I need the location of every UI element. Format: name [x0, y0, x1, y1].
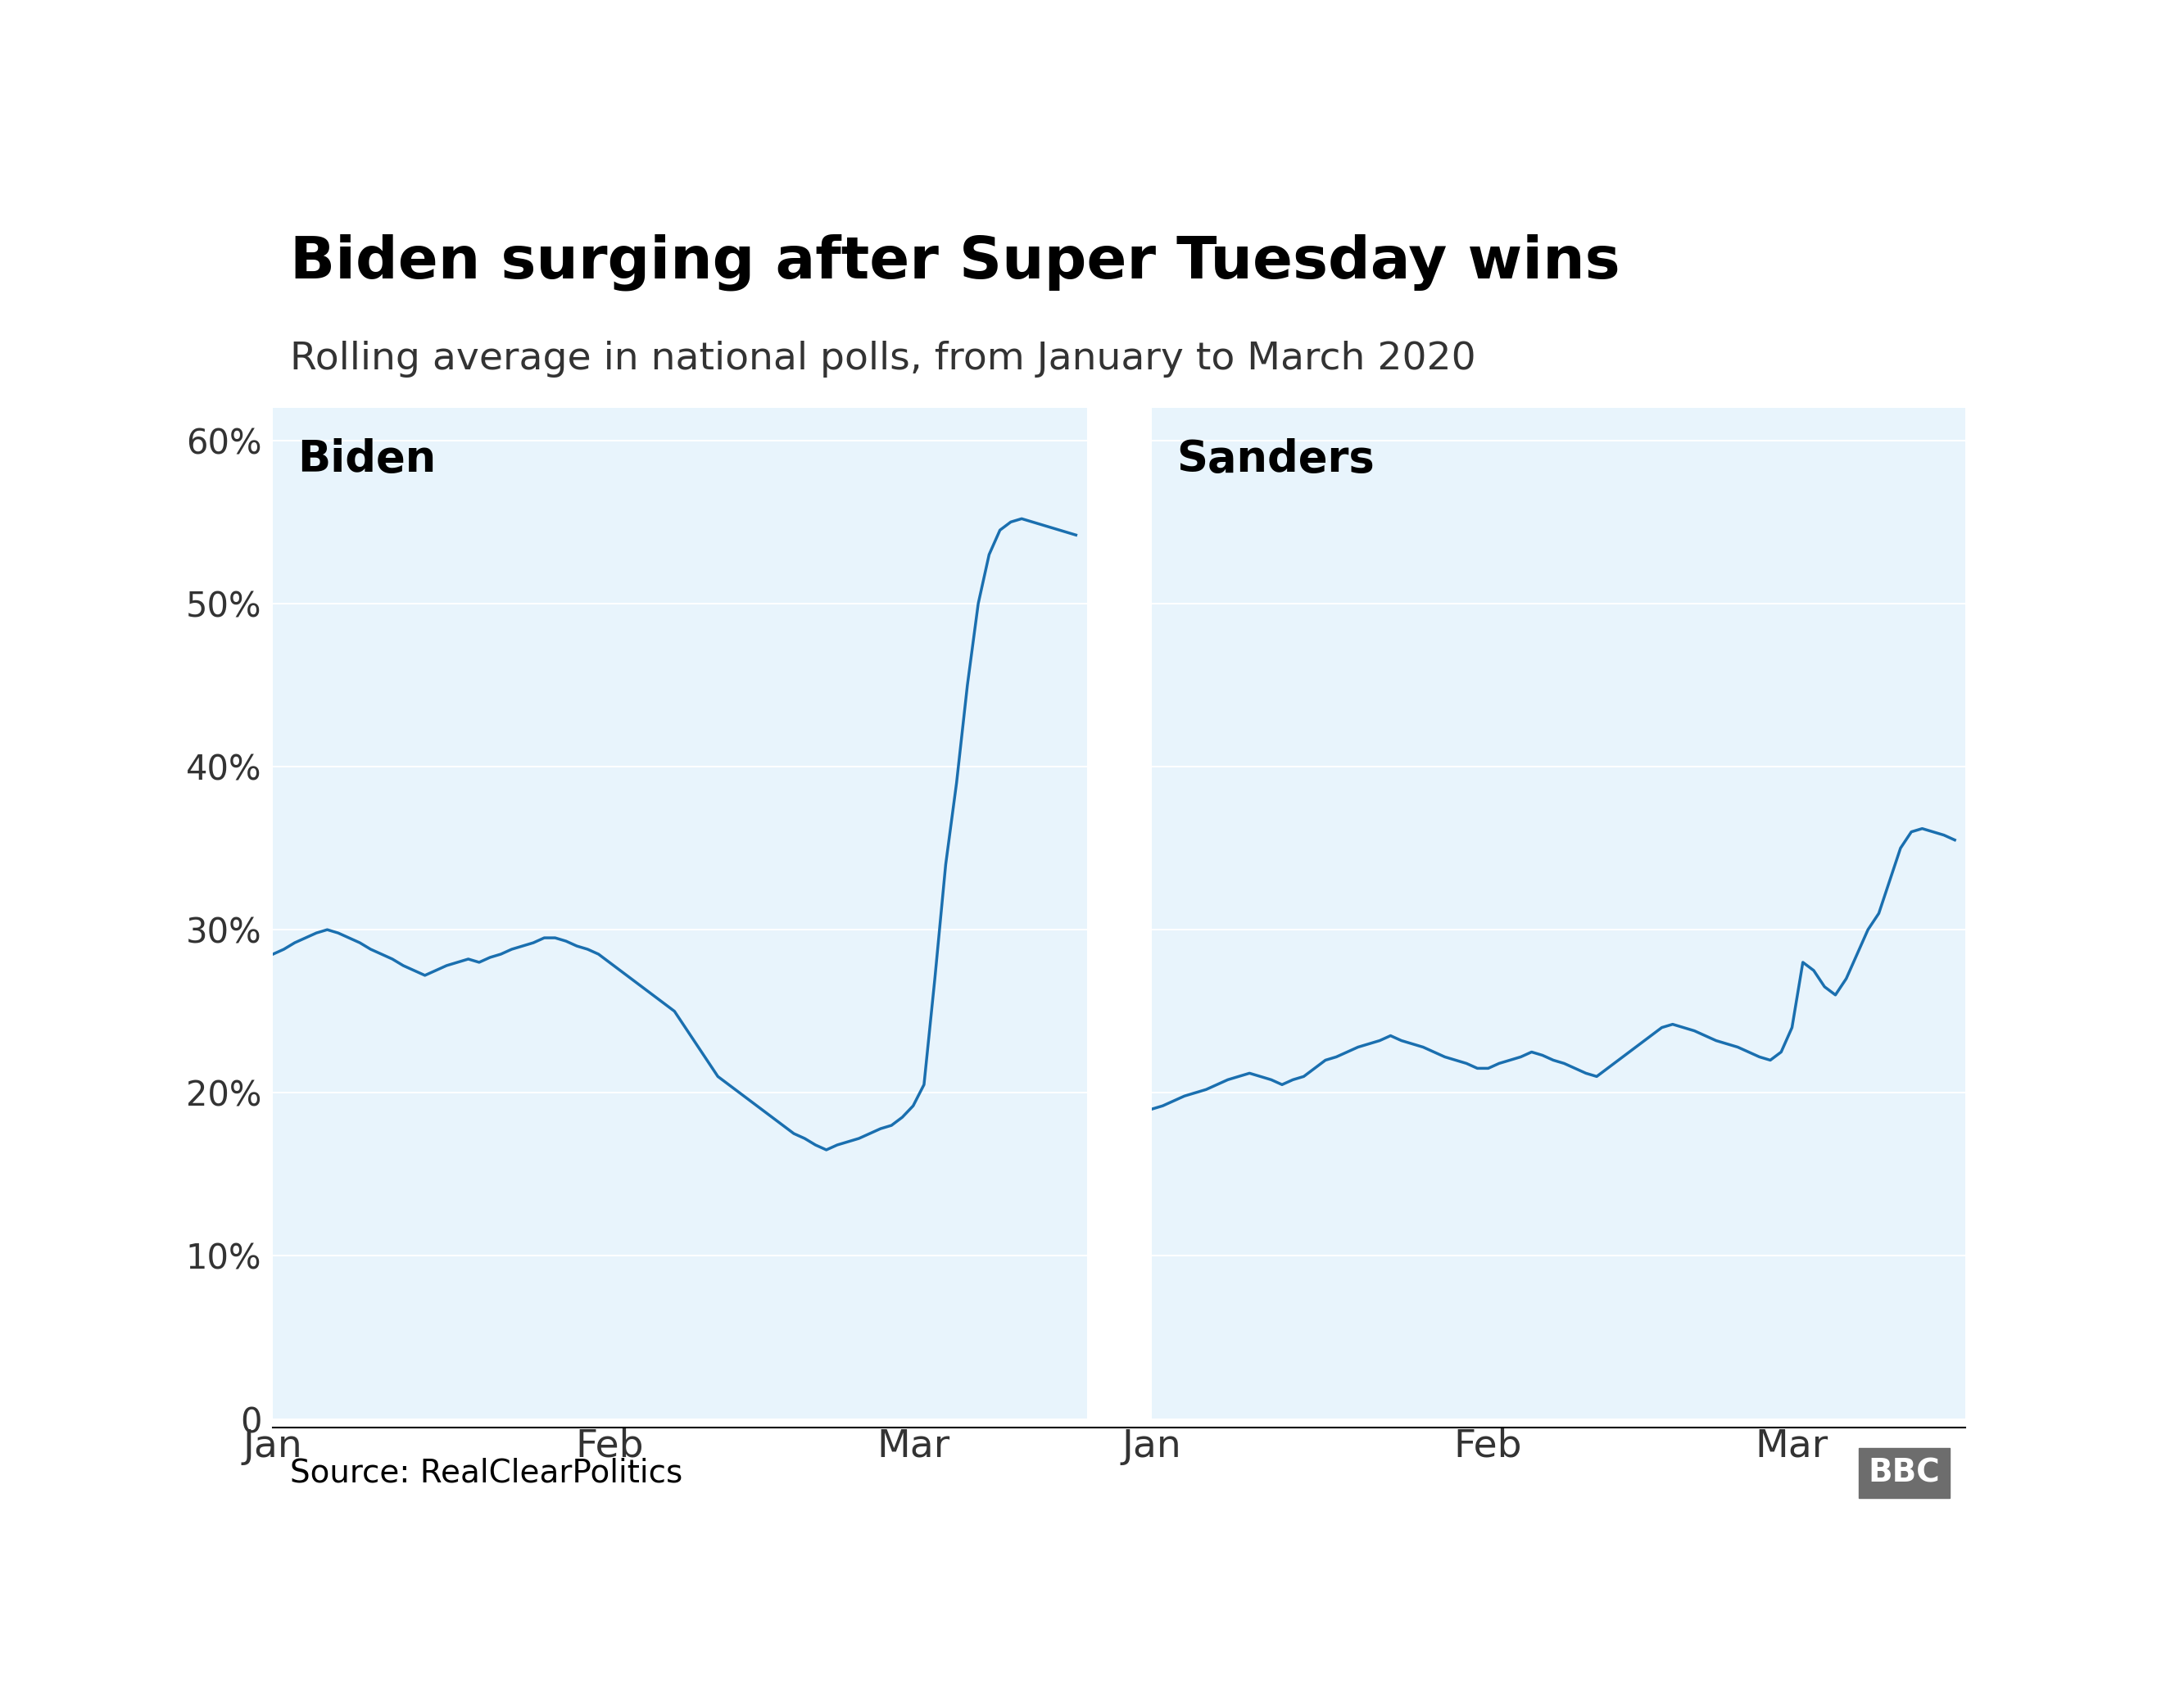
- Text: Biden surging after Super Tuesday wins: Biden surging after Super Tuesday wins: [290, 234, 1621, 290]
- Text: Rolling average in national polls, from January to March 2020: Rolling average in national polls, from …: [290, 341, 1476, 377]
- Text: Biden: Biden: [297, 438, 437, 481]
- Text: Source: RealClearPolitics: Source: RealClearPolitics: [290, 1457, 684, 1489]
- Text: Sanders: Sanders: [1177, 438, 1374, 481]
- Text: BBC: BBC: [1867, 1457, 1939, 1489]
